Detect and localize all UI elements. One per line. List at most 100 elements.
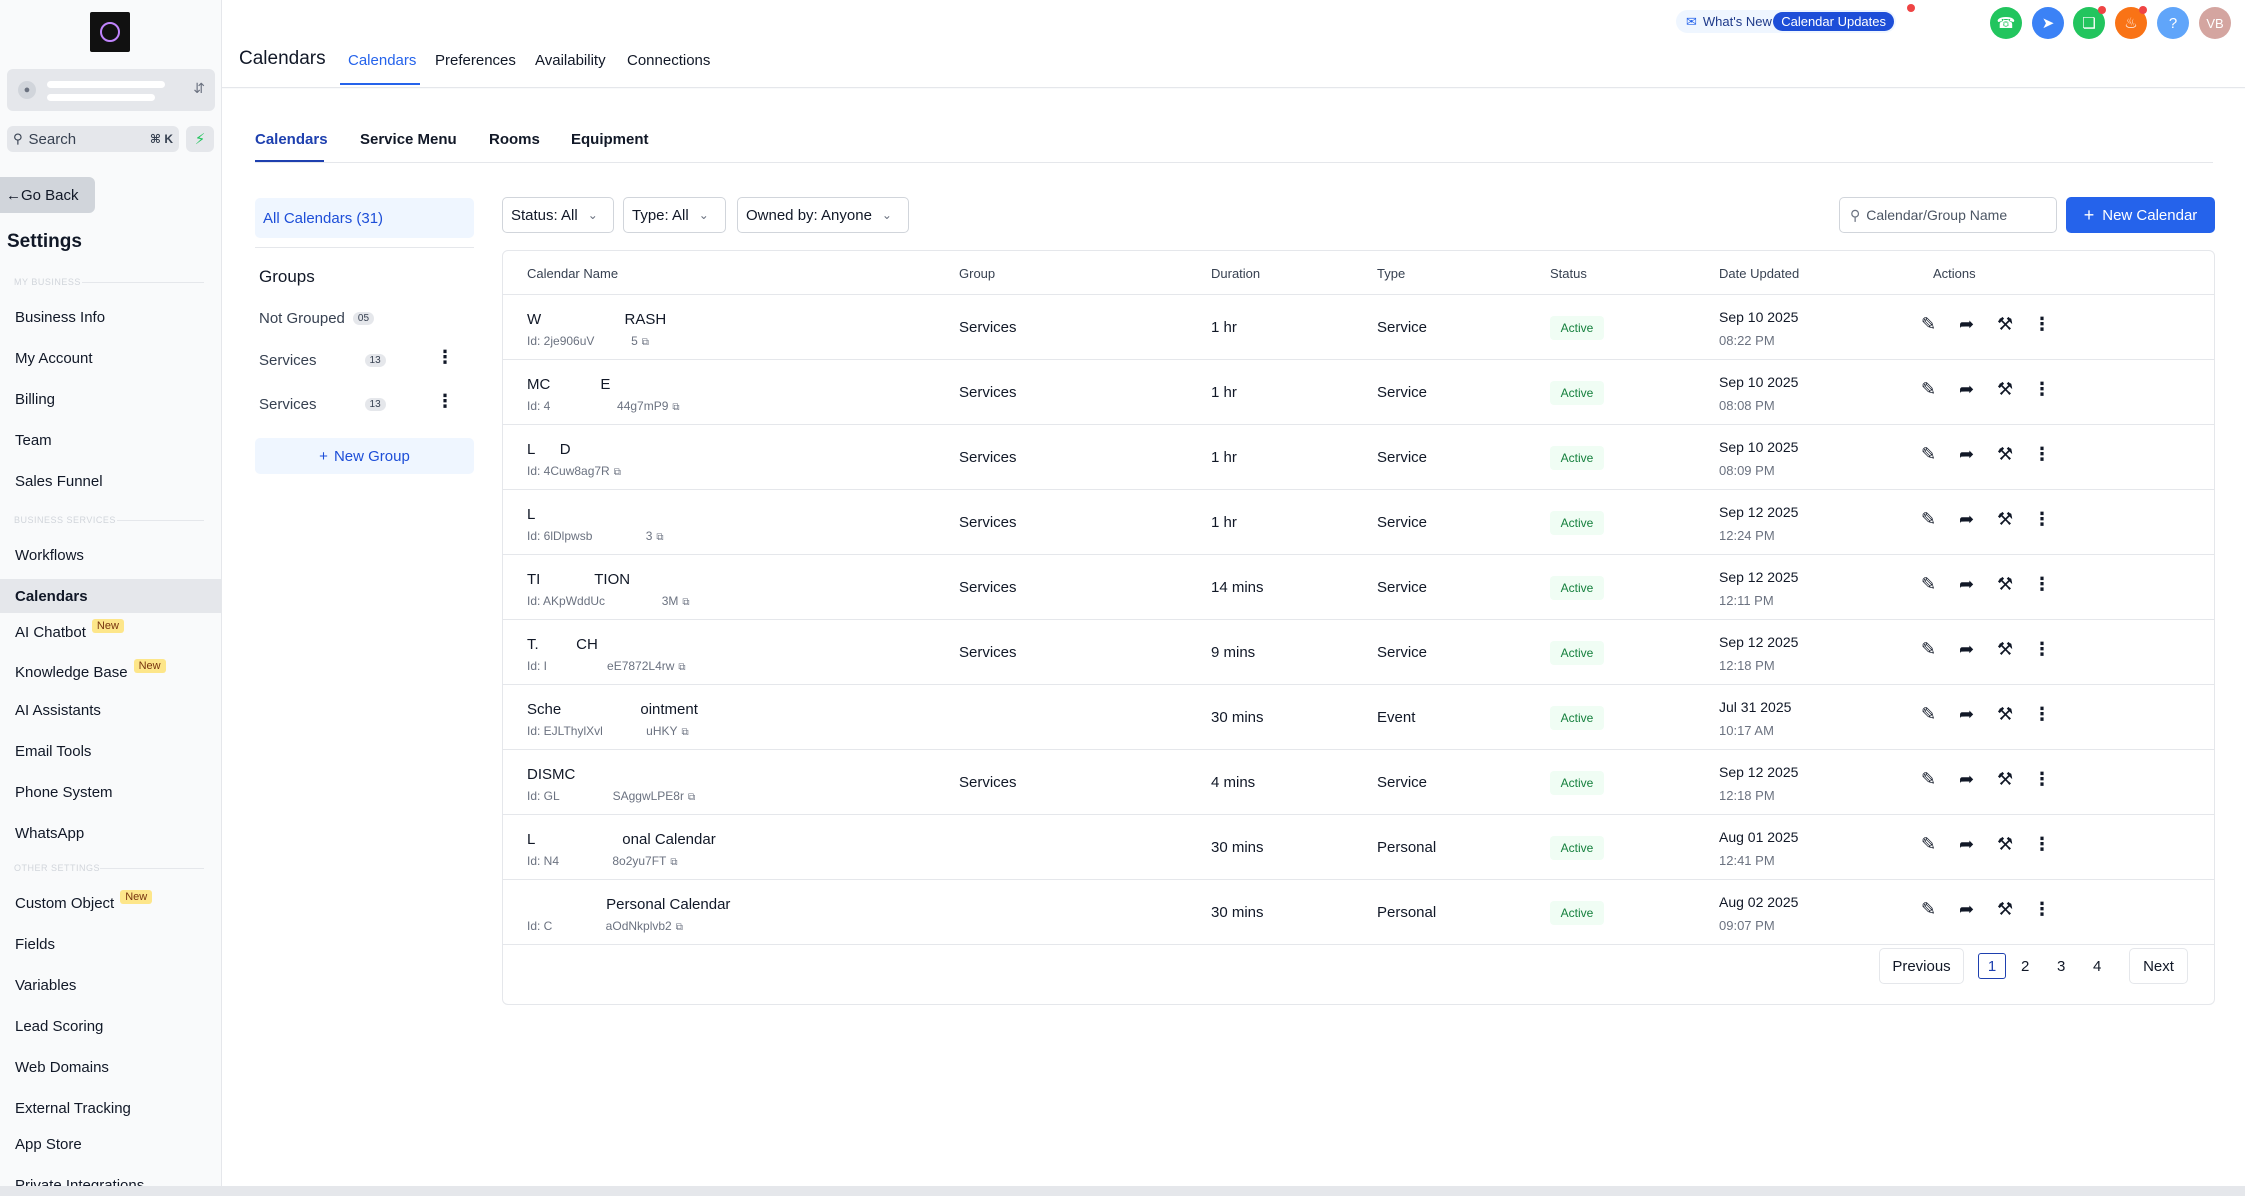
copy-icon[interactable]: ⧉ [688, 792, 695, 803]
table-row[interactable]: L onal Calendar Id: N4 8o2yu7FT ⧉ 30 mins Pe… [503, 815, 2214, 880]
calendar-name[interactable]: L [527, 506, 535, 523]
more-vertical-icon[interactable]: ⋮ [2033, 704, 2051, 725]
page-number[interactable]: 2 [2021, 958, 2029, 975]
sidebar-item-knowledge-base[interactable]: Knowledge Base New [0, 655, 222, 689]
table-row[interactable]: W RASH Id: 2je906uV 5 ⧉ Services 1 hr Service… [503, 295, 2214, 360]
subtab-rooms[interactable]: Rooms [489, 131, 540, 148]
table-row[interactable]: T. CH Id: I eE7872L4rw ⧉ Services 9 mins Serv… [503, 620, 2214, 685]
more-vertical-icon[interactable]: ⋮ [2033, 444, 2051, 465]
sidebar-item-email-tools[interactable]: Email Tools [0, 734, 222, 768]
share-icon[interactable]: ➦ [1959, 314, 1974, 335]
table-row[interactable]: DISMC Id: GL SAggwLPE8r ⧉ Services 4 mins Ser… [503, 750, 2214, 815]
share-icon[interactable]: ➦ [1959, 899, 1974, 920]
edit-pencil-icon[interactable]: ✎ [1921, 769, 1936, 790]
copy-icon[interactable]: ⧉ [642, 337, 649, 348]
group-item-not-grouped[interactable]: Not Grouped 05 [259, 310, 374, 327]
page-number[interactable]: 3 [2057, 958, 2065, 975]
edit-pencil-icon[interactable]: ✎ [1921, 509, 1936, 530]
sidebar-item-phone-system[interactable]: Phone System [0, 775, 222, 809]
tab-calendars[interactable]: Calendars [348, 52, 416, 69]
tools-disabled-icon[interactable]: ⚒ [1997, 769, 2013, 790]
tools-disabled-icon[interactable]: ⚒ [1997, 899, 2013, 920]
calendar-updates-badge[interactable]: Calendar Updates [1773, 12, 1894, 31]
sidebar-item-custom-object[interactable]: Custom Object New [0, 886, 222, 920]
edit-pencil-icon[interactable]: ✎ [1921, 574, 1936, 595]
copy-icon[interactable]: ⧉ [682, 727, 689, 738]
group-item-services[interactable]: Services 13 [259, 352, 386, 369]
copy-icon[interactable]: ⧉ [678, 662, 685, 673]
tools-disabled-icon[interactable]: ⚒ [1997, 314, 2013, 335]
sidebar-item-calendars[interactable]: Calendars [0, 579, 222, 613]
sidebar-item-fields[interactable]: Fields [0, 927, 222, 961]
whats-new-button[interactable]: ✉ What's New Calendar Updates [1676, 10, 1896, 33]
company-logo[interactable] [90, 12, 130, 52]
sidebar-item-team[interactable]: Team [0, 423, 222, 457]
copy-icon[interactable]: ⧉ [614, 467, 621, 478]
next-page-button[interactable]: Next [2129, 948, 2188, 984]
table-row[interactable]: TI TION Id: AKpWddUc 3M ⧉ Services 14 mins Se… [503, 555, 2214, 620]
rocket-icon[interactable]: ➤ [2032, 7, 2064, 39]
tools-disabled-icon[interactable]: ⚒ [1997, 444, 2013, 465]
tab-availability[interactable]: Availability [535, 52, 606, 69]
table-row[interactable]: MC E Id: 4 44g7mP9 ⧉ Services 1 hr Service Act… [503, 360, 2214, 425]
sidebar-search[interactable]: ⚲ Search ⌘ K [7, 126, 179, 152]
edit-pencil-icon[interactable]: ✎ [1921, 314, 1936, 335]
help-icon[interactable]: ? [2157, 7, 2189, 39]
column-header[interactable]: Group [959, 266, 995, 281]
page-number[interactable]: 4 [2093, 958, 2101, 975]
sidebar-item-external-tracking[interactable]: External Tracking [0, 1091, 222, 1125]
more-vertical-icon[interactable]: ⋮ [2033, 574, 2051, 595]
sidebar-item-billing[interactable]: Billing [0, 382, 222, 416]
table-row[interactable]: Personal Calendar Id: C aOdNkplvb2 ⧉ 30 min… [503, 880, 2214, 945]
phone-icon[interactable]: ☎ [1990, 7, 2022, 39]
quick-action-bolt-icon[interactable]: ⚡ [186, 126, 214, 152]
sidebar-item-ai-chatbot[interactable]: AI Chatbot New [0, 615, 222, 649]
calendar-name[interactable]: TI TION [527, 571, 630, 588]
tools-disabled-icon[interactable]: ⚒ [1997, 379, 2013, 400]
more-vertical-icon[interactable]: ⋮ [2033, 769, 2051, 790]
sidebar-item-workflows[interactable]: Workflows [0, 538, 222, 572]
copy-icon[interactable]: ⧉ [656, 532, 663, 543]
sidebar-item-business-info[interactable]: Business Info [0, 300, 222, 334]
calendar-name[interactable]: T. CH [527, 636, 598, 653]
subtab-service-menu[interactable]: Service Menu [360, 131, 457, 148]
tools-disabled-icon[interactable]: ⚒ [1997, 574, 2013, 595]
share-icon[interactable]: ➦ [1959, 639, 1974, 660]
copy-icon[interactable]: ⧉ [676, 922, 683, 933]
calendar-name[interactable]: Sche ointment [527, 701, 698, 718]
edit-pencil-icon[interactable]: ✎ [1921, 899, 1936, 920]
edit-pencil-icon[interactable]: ✎ [1921, 444, 1936, 465]
sidebar-item-app-store[interactable]: App Store [0, 1127, 222, 1161]
type-filter[interactable]: Type: All ⌄ [623, 197, 726, 233]
page-number[interactable]: 1 [1978, 953, 2006, 979]
group-menu-icon[interactable]: ⋮ [436, 347, 454, 368]
copy-icon[interactable]: ⧉ [672, 402, 679, 413]
column-header[interactable]: Status [1550, 266, 1587, 281]
calendar-name[interactable]: W RASH [527, 311, 666, 328]
more-vertical-icon[interactable]: ⋮ [2033, 899, 2051, 920]
sidebar-item-ai-assistants[interactable]: AI Assistants [0, 693, 222, 727]
group-menu-icon[interactable]: ⋮ [436, 391, 454, 412]
table-row[interactable]: L D Id: 4Cuw8ag7R ⧉ Services 1 hr Service Acti… [503, 425, 2214, 490]
calendar-name[interactable]: Personal Calendar [527, 896, 730, 913]
go-back-button[interactable]: ← Go Back [0, 177, 95, 213]
owner-filter[interactable]: Owned by: Anyone ⌄ [737, 197, 909, 233]
tab-connections[interactable]: Connections [627, 52, 710, 69]
tab-preferences[interactable]: Preferences [435, 52, 516, 69]
more-vertical-icon[interactable]: ⋮ [2033, 639, 2051, 660]
status-filter[interactable]: Status: All ⌄ [502, 197, 614, 233]
table-row[interactable]: Sche ointment Id: EJLThylXvl uHKY ⧉ 30 mins… [503, 685, 2214, 750]
edit-pencil-icon[interactable]: ✎ [1921, 639, 1936, 660]
column-header[interactable]: Type [1377, 266, 1405, 281]
account-switcher[interactable]: ● ⇵ [7, 69, 215, 111]
tools-disabled-icon[interactable]: ⚒ [1997, 509, 2013, 530]
column-header[interactable]: Duration [1211, 266, 1260, 281]
tools-disabled-icon[interactable]: ⚒ [1997, 834, 2013, 855]
sidebar-item-whatsapp[interactable]: WhatsApp [0, 816, 222, 850]
calendar-name[interactable]: DISMC [527, 766, 575, 783]
group-item-services[interactable]: Services 13 [259, 396, 386, 413]
new-group-button[interactable]: + New Group [255, 438, 474, 474]
more-vertical-icon[interactable]: ⋮ [2033, 314, 2051, 335]
share-icon[interactable]: ➦ [1959, 509, 1974, 530]
more-vertical-icon[interactable]: ⋮ [2033, 834, 2051, 855]
